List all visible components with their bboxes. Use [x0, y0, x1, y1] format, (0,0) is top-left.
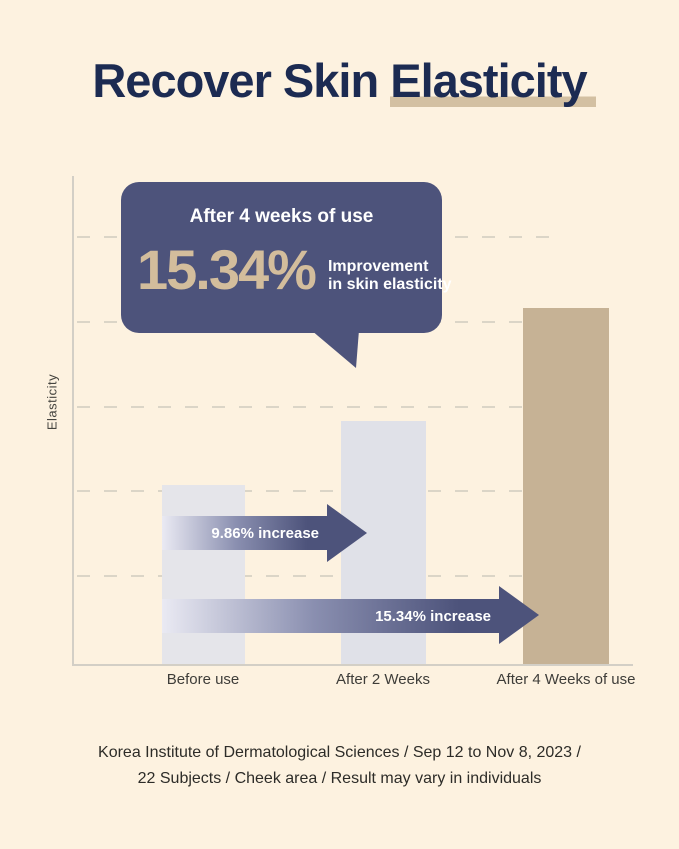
gridline — [77, 406, 551, 408]
gridline — [77, 490, 551, 492]
y-axis-label: Elasticity — [44, 373, 60, 431]
callout-value: 15.34% — [137, 238, 317, 301]
x-tick-before-use: Before use — [166, 671, 240, 688]
x-tick-after-4-weeks: After 4 Weeks of use — [496, 671, 636, 688]
bar-before-use — [162, 485, 245, 664]
study-footnote-line2: 22 Subjects / Cheek area / Result may va… — [137, 770, 542, 787]
increase-arrow-4-weeks-head — [499, 586, 539, 644]
callout-heading: After 4 weeks of use — [189, 206, 374, 227]
study-footnote-line1: Korea Institute of Dermatological Scienc… — [98, 744, 581, 761]
increase-arrow-4-weeks: 15.34% increase — [162, 599, 499, 633]
callout-bubble-tail — [311, 330, 359, 368]
page-title: Recover Skin Elasticity — [0, 54, 679, 107]
title-prefix: Recover Skin — [92, 54, 379, 107]
gridline — [77, 575, 551, 577]
callout-caption-line2: in skin elasticity — [327, 276, 452, 293]
callout-caption-line1: Improvement — [327, 258, 429, 275]
callout-caption: Improvement in skin elasticity — [328, 258, 452, 294]
x-tick-after-2-weeks: After 2 Weeks — [336, 671, 430, 688]
callout-value-row: 15.34% Improvement in skin elasticity — [137, 242, 452, 298]
increase-arrow-2-weeks: 9.86% increase — [162, 516, 327, 550]
increase-arrow-4-weeks-label: 15.34% increase — [375, 607, 491, 625]
increase-arrow-2-weeks-head — [327, 504, 367, 562]
study-footnote: Korea Institute of Dermatological Scienc… — [0, 740, 679, 792]
title-highlighted-word: Elasticity — [390, 54, 596, 107]
x-axis-line — [72, 664, 633, 666]
y-axis-line — [72, 176, 74, 666]
callout-bubble: After 4 weeks of use 15.34% Improvement … — [121, 182, 452, 333]
increase-arrow-2-weeks-label: 9.86% increase — [211, 524, 319, 542]
